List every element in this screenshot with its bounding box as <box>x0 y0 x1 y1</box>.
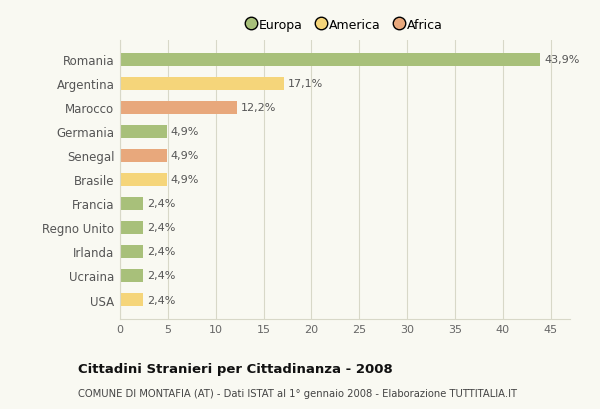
Text: 4,9%: 4,9% <box>171 151 199 161</box>
Text: 2,4%: 2,4% <box>147 223 175 233</box>
Bar <box>120 269 143 282</box>
Text: 43,9%: 43,9% <box>544 55 580 65</box>
Bar <box>120 173 167 187</box>
Text: 4,9%: 4,9% <box>171 127 199 137</box>
Text: 4,9%: 4,9% <box>171 175 199 185</box>
Legend: Europa, America, Africa: Europa, America, Africa <box>242 14 448 37</box>
Text: 2,4%: 2,4% <box>147 295 175 305</box>
Text: 2,4%: 2,4% <box>147 247 175 257</box>
Text: 2,4%: 2,4% <box>147 199 175 209</box>
Text: COMUNE DI MONTAFIA (AT) - Dati ISTAT al 1° gennaio 2008 - Elaborazione TUTTITALI: COMUNE DI MONTAFIA (AT) - Dati ISTAT al … <box>78 388 517 398</box>
Bar <box>120 101 237 115</box>
Text: 2,4%: 2,4% <box>147 271 175 281</box>
Text: 12,2%: 12,2% <box>241 103 276 113</box>
Bar <box>120 245 143 258</box>
Text: 17,1%: 17,1% <box>287 79 323 89</box>
Bar <box>120 221 143 234</box>
Bar <box>120 293 143 306</box>
Bar <box>120 78 284 91</box>
Bar <box>120 149 167 163</box>
Bar <box>120 54 541 67</box>
Text: Cittadini Stranieri per Cittadinanza - 2008: Cittadini Stranieri per Cittadinanza - 2… <box>78 362 393 375</box>
Bar <box>120 197 143 211</box>
Bar <box>120 126 167 139</box>
